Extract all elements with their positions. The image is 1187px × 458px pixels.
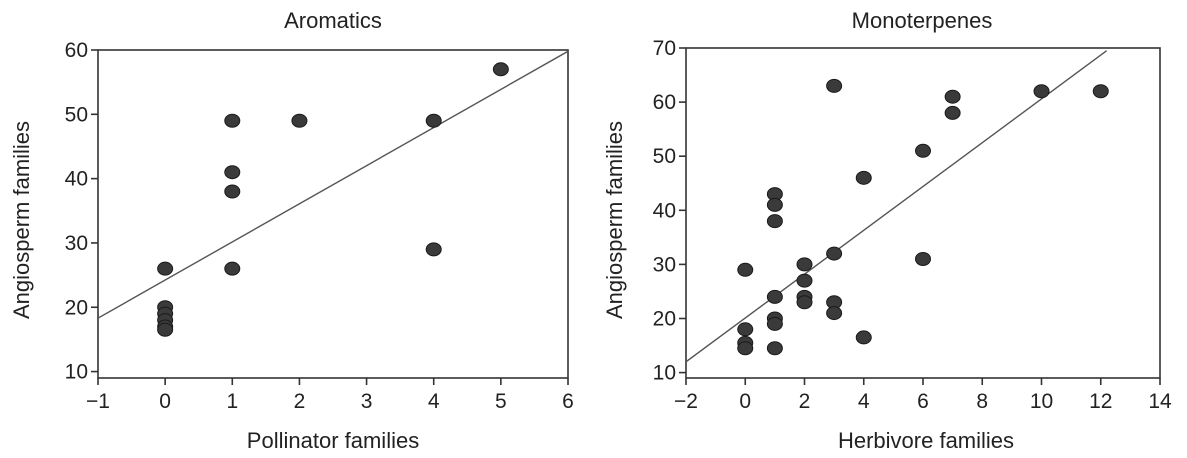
x-tick-label: 3: [361, 390, 373, 413]
plot-frame: [685, 47, 1161, 379]
y-tick-label: 10: [653, 362, 676, 385]
y-tick-label: 60: [65, 39, 88, 62]
data-point: [766, 214, 783, 229]
data-point: [826, 78, 843, 93]
x-tick-label: 2: [294, 390, 306, 413]
data-point: [915, 251, 931, 266]
y-axis-label: Angiosperm families: [9, 121, 34, 319]
data-point: [1033, 84, 1050, 99]
data-point: [944, 89, 961, 104]
data-point: [766, 341, 783, 356]
y-tick-label: 10: [65, 361, 88, 384]
plot-area: −2 0 2 4 6 8 10 12 14 10 20 30 40 50 60 70: [653, 37, 1172, 413]
x-tick-label: 6: [562, 390, 574, 413]
data-point: [796, 295, 813, 310]
chart-title: Aromatics: [284, 8, 382, 33]
x-tick-label: −1: [86, 390, 110, 413]
data-point: [157, 261, 174, 276]
data-point: [157, 322, 174, 337]
plot-frame: [97, 49, 569, 379]
data-point: [766, 289, 783, 304]
data-point: [944, 105, 961, 120]
x-tick-label: 0: [739, 390, 751, 413]
data-point: [766, 316, 783, 331]
x-tick-label: 1: [226, 390, 238, 413]
data-point: [425, 242, 442, 257]
y-tick-label: 40: [65, 168, 88, 191]
data-point: [737, 262, 754, 277]
data-point: [425, 113, 442, 128]
data-point: [737, 341, 754, 356]
data-point: [796, 257, 813, 272]
x-tick-label: −2: [674, 390, 698, 413]
data-point: [224, 184, 241, 199]
regression-line: [98, 50, 568, 319]
plot-area: −1 0 1 2 3 4 5 6 10 20 30 40 50 60: [65, 39, 574, 413]
x-axis-label: Herbivore families: [838, 428, 1014, 453]
y-tick-label: 50: [653, 145, 676, 168]
y-tick-label: 20: [653, 307, 676, 330]
y-axis-label: Angiosperm families: [602, 121, 627, 319]
x-tick-label: 8: [976, 390, 988, 413]
data-point: [224, 261, 241, 276]
data-point: [224, 113, 241, 128]
x-tick-label: 4: [428, 390, 440, 413]
y-tick-label: 50: [65, 103, 88, 126]
x-tick-label: 5: [495, 390, 507, 413]
y-tick-label: 70: [653, 37, 676, 60]
data-point: [855, 330, 872, 345]
data-point: [224, 165, 241, 180]
data-point: [737, 322, 754, 337]
data-point: [796, 273, 813, 288]
data-point: [766, 197, 783, 212]
aromatics-panel: Aromatics −1 0 1 2 3 4 5 6 10 20 30 40 50 60 Pollinat…: [9, 8, 574, 453]
data-point: [1092, 84, 1109, 99]
x-tick-label: 4: [858, 390, 870, 413]
monoterpenes-panel: Monoterpenes −2 0 2 4 6 8 10 12 14 10 20 30 40 50 60 70…: [602, 8, 1172, 453]
x-tick-label: 10: [1030, 390, 1053, 413]
data-point: [855, 170, 872, 185]
y-tick-label: 30: [653, 253, 676, 276]
x-axis-label: Pollinator families: [247, 428, 419, 453]
data-point: [826, 306, 843, 321]
x-tick-label: 6: [917, 390, 929, 413]
data-point: [291, 113, 308, 128]
x-tick-label: 12: [1089, 390, 1112, 413]
y-tick-label: 60: [653, 91, 676, 114]
x-tick-label: 14: [1148, 390, 1172, 413]
data-point: [826, 246, 843, 261]
x-tick-label: 2: [799, 390, 811, 413]
y-tick-label: 40: [653, 199, 676, 222]
regression-line: [686, 50, 1108, 363]
y-tick-label: 30: [65, 232, 88, 255]
y-tick-label: 20: [65, 296, 88, 319]
x-tick-label: 0: [159, 390, 171, 413]
chart-title: Monoterpenes: [852, 8, 993, 33]
data-point: [915, 143, 931, 158]
data-point: [492, 62, 509, 77]
